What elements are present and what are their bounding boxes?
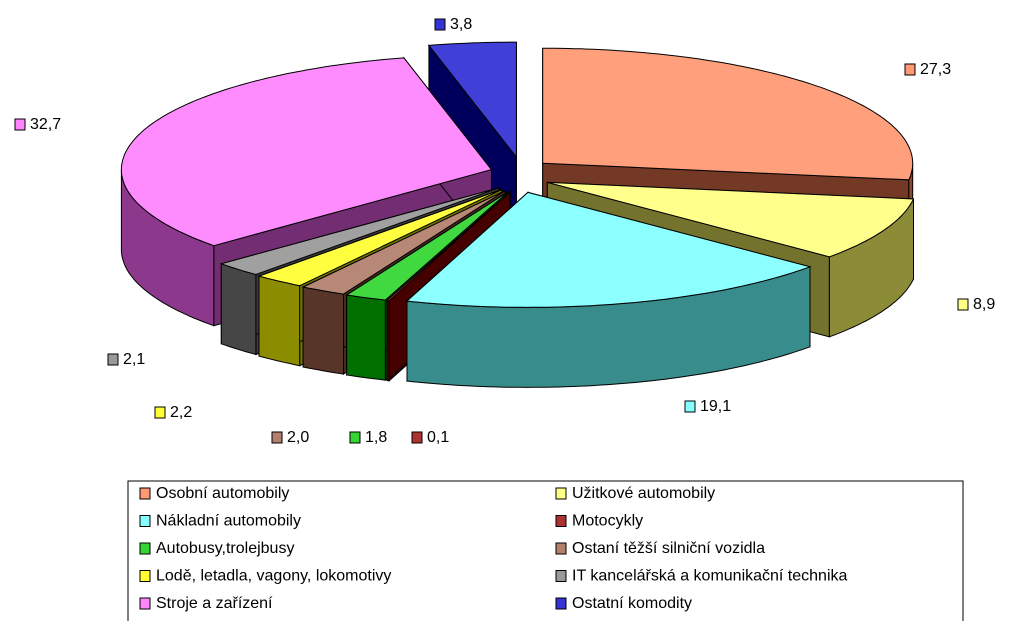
legend-label: Motocykly: [572, 513, 643, 530]
data-label: 8,9: [973, 296, 995, 313]
legend-swatch: [139, 487, 151, 500]
legend-label: Ostaní těžší silniční vozidla: [572, 540, 765, 557]
legend-swatch: [139, 597, 151, 610]
legend-label: Ostatní komodity: [572, 595, 692, 612]
legend-label: IT kancelářská a komunikační technika: [572, 568, 848, 585]
label-swatch: [957, 298, 969, 311]
legend-label: Užitkové automobily: [572, 485, 715, 502]
data-label: 2,2: [170, 404, 192, 421]
label-swatch: [14, 118, 26, 131]
slice-top: [427, 41, 517, 159]
legend-swatch: [139, 515, 151, 527]
legend-label: Nákladní automobily: [156, 513, 301, 530]
slice-top: [547, 181, 915, 258]
legend-swatch: [555, 597, 567, 610]
legend-swatch: [555, 515, 567, 527]
legend-label: Stroje a zařízení: [156, 595, 273, 612]
slice-top: [405, 191, 812, 308]
slice: [405, 191, 812, 388]
label-swatch: [107, 353, 119, 366]
legend-label: Lodě, letadla, vagony, lokomotivy: [156, 568, 391, 585]
slice-side: [220, 263, 257, 356]
label-swatch: [349, 431, 361, 444]
label-swatch: [904, 63, 916, 76]
slice-top: [542, 47, 914, 181]
data-label: 27,3: [920, 61, 951, 78]
data-label: 2,0: [287, 429, 309, 446]
slice-top: [257, 188, 503, 287]
legend-swatch: [555, 570, 567, 582]
slice-top: [385, 191, 511, 302]
slice-top: [301, 190, 506, 295]
legend-swatch: [555, 487, 567, 500]
legend-box: [127, 480, 964, 621]
data-label: 0,1: [427, 429, 449, 446]
slice-top: [120, 57, 493, 247]
label-swatch: [271, 431, 283, 444]
label-swatch: [684, 400, 696, 413]
slice-top: [219, 187, 500, 276]
slice-side: [302, 286, 344, 375]
legend-swatch: [555, 542, 567, 555]
data-label: 19,1: [700, 398, 731, 415]
slice-side: [346, 294, 386, 381]
legend-swatch: [139, 542, 151, 555]
data-label: 1,8: [365, 429, 387, 446]
data-label: 2,1: [123, 351, 145, 368]
slice-side: [258, 275, 301, 367]
slice-top: [345, 191, 509, 301]
slice-side: [386, 299, 390, 382]
legend-swatch: [139, 570, 151, 582]
label-swatch: [154, 406, 166, 419]
data-label: 3,8: [450, 16, 472, 33]
label-swatch: [411, 431, 423, 444]
data-label: 32,7: [30, 116, 61, 133]
legend-label: Autobusy,trolejbusy: [156, 540, 294, 557]
legend-label: Osobní automobily: [156, 485, 289, 502]
label-swatch: [434, 18, 446, 31]
